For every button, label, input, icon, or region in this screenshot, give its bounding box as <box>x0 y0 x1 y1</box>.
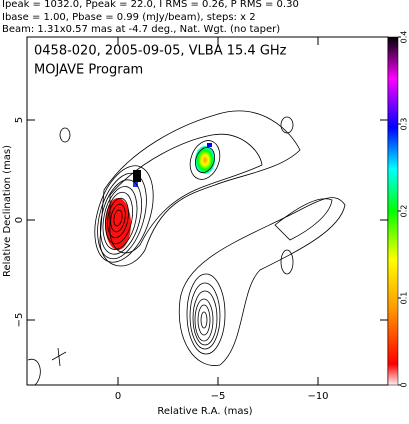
x-axis-label: Relative R.A. (mas) <box>157 406 252 417</box>
y-axis-label: Relative Declination (mas) <box>2 145 13 277</box>
colorbar-tick-label: 0.4 <box>400 31 409 44</box>
header-line: Ipeak = 1032.0, Ppeak = 22.0, I RMS = 0.… <box>2 0 299 10</box>
chart-subtitle: MOJAVE Program <box>34 63 143 78</box>
polarization-map <box>105 143 215 250</box>
colorbar <box>387 36 399 386</box>
colorbar-tick-label: 0.1 <box>400 292 409 305</box>
chart-title: 0458-020, 2005-09-05, VLBA 15.4 GHz <box>34 44 287 59</box>
y-tick-label: −5 <box>14 313 25 328</box>
colorbar-tick-label: 0.2 <box>400 205 409 218</box>
colorbar-tick-label: 0.3 <box>400 118 409 131</box>
y-tick-label: 0 <box>14 217 25 223</box>
colorbar-tick-label: 0 <box>400 382 409 387</box>
x-tick-label: −10 <box>307 391 328 402</box>
x-tick-label: −5 <box>211 391 226 402</box>
header-line: Beam: 1.31x0.57 mas at -4.7 deg., Nat. W… <box>2 24 280 35</box>
contours <box>27 110 346 386</box>
header-line: Ibase = 1.00, Pbase = 0.99 (mJy/beam), s… <box>2 12 256 23</box>
x-tick-label: 0 <box>115 391 121 402</box>
y-tick-label: 5 <box>14 117 25 123</box>
